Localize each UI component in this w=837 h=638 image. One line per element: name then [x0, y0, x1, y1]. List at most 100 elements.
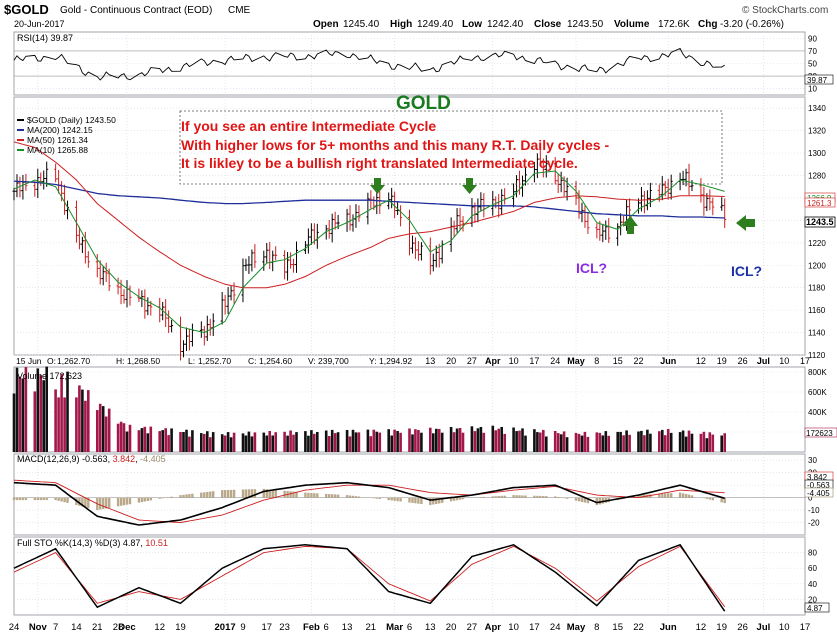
- macd-histogram-bar: [241, 489, 245, 498]
- macd-histogram-bar: [328, 494, 331, 498]
- legend-entry: MA(10) 1265.88: [27, 145, 88, 155]
- price-bar: [544, 155, 548, 178]
- macd-histogram-bar: [702, 497, 706, 499]
- rsi-line: [13, 47, 725, 81]
- volume-bar: [253, 432, 257, 452]
- volume-bar: [408, 428, 411, 452]
- macd-histogram-bar: [449, 497, 453, 502]
- volume-bar: [211, 432, 215, 452]
- macd-histogram-bar: [580, 497, 584, 502]
- macd-histogram-bar: [455, 497, 459, 501]
- price-bar: [101, 266, 105, 286]
- macd-histogram-bar: [351, 495, 355, 498]
- rsi-axis-tick: 70: [808, 47, 817, 56]
- volume-bar: [18, 376, 22, 452]
- sto-axis-tick: 20: [808, 595, 817, 604]
- volume-bar: [247, 431, 251, 452]
- icl-label-2: ICL?: [731, 263, 762, 279]
- macd-histogram-bar: [414, 497, 417, 504]
- macd-histogram-bar: [191, 493, 194, 498]
- price-bar: [98, 260, 102, 285]
- volume-bar: [250, 436, 254, 452]
- volume-bar: [449, 427, 453, 452]
- volume-bar: [545, 436, 548, 452]
- volume-bar: [348, 436, 352, 452]
- price-bar: [711, 197, 715, 216]
- rsi-axis-tick: 10: [808, 85, 817, 94]
- volume-bar: [417, 430, 420, 452]
- x-tick-label: 2017: [215, 622, 236, 633]
- macd-histogram-bar: [720, 497, 723, 503]
- macd-histogram-bar: [336, 494, 340, 498]
- price-bar: [137, 288, 141, 303]
- volume-bar: [678, 432, 682, 452]
- sto-panel-frame: [13, 536, 806, 616]
- volume-bar: [580, 435, 584, 452]
- price-bar: [250, 249, 254, 272]
- price-x-tick-label: 22: [633, 356, 643, 366]
- annotation-line-2: With higher lows for 5+ months and this …: [181, 137, 609, 153]
- macd-histogram-bar: [99, 497, 102, 510]
- price-bar: [708, 189, 712, 211]
- price-bar: [274, 246, 278, 261]
- volume-bar: [640, 430, 643, 452]
- sto-panel: Full STO %K(14,3) %D(3) 4.87, 10.51 80 60…: [13, 538, 830, 613]
- macd-histogram-bar: [500, 495, 503, 498]
- macd-histogram-bar: [209, 491, 212, 498]
- volume-label: Volume: [614, 19, 650, 30]
- close-label: Close: [534, 19, 562, 30]
- macd-tag-3-box: [804, 487, 834, 498]
- volume-bar: [185, 429, 188, 452]
- bar-info-h-label: H:: [116, 356, 125, 366]
- volume-bar: [57, 397, 60, 452]
- price-bar: [303, 241, 307, 254]
- price-axis-tick: 1120: [808, 351, 826, 360]
- volume-bar: [687, 430, 691, 452]
- volume-bar: [491, 425, 495, 452]
- price-bar: [348, 205, 352, 231]
- volume-bar: [274, 432, 277, 452]
- x-tick-label: Dec: [118, 622, 135, 633]
- price-bar: [559, 171, 563, 193]
- macd-histogram-bar: [54, 497, 57, 501]
- x-tick-label: Jul: [757, 622, 771, 633]
- macd-histogram-bar: [595, 497, 598, 506]
- price-axis-tick: 1320: [808, 127, 826, 136]
- macd-histogram-bar: [283, 490, 286, 498]
- macd-histogram-bar: [108, 497, 111, 508]
- price-bar: [428, 237, 432, 275]
- x-tick-label: Mar: [386, 622, 403, 633]
- macd-histogram-bar: [116, 497, 120, 507]
- macd-histogram-bar: [678, 492, 682, 498]
- price-bar: [616, 223, 620, 246]
- volume-bar: [699, 433, 703, 452]
- sto-axis-tick: 80: [808, 549, 817, 558]
- x-tick-label: 23: [279, 622, 290, 633]
- price-bar: [515, 175, 519, 198]
- macd-histogram-bar: [81, 497, 84, 507]
- macd-histogram-bar: [146, 497, 149, 501]
- bar-info-o: 1,262.70: [57, 356, 90, 366]
- macd-histogram-bar: [452, 497, 456, 501]
- macd-axis-tick: 30: [808, 456, 817, 465]
- volume-bar: [681, 430, 685, 452]
- macd-axis-tick: -10: [808, 506, 820, 515]
- volume-bar: [646, 429, 649, 452]
- volume-bar: [316, 432, 319, 452]
- price-bar: [681, 170, 685, 186]
- macd-histogram-bar: [325, 493, 328, 498]
- price-bar: [449, 217, 453, 252]
- macd-histogram-bar: [574, 497, 578, 501]
- volume-bar: [503, 433, 506, 452]
- volume-bar: [565, 437, 569, 452]
- volume-bar: [420, 432, 423, 452]
- macd-histogram-bar: [313, 493, 316, 498]
- price-bar: [461, 216, 465, 232]
- macd-histogram-bar: [36, 497, 39, 501]
- macd-histogram-bar: [482, 496, 485, 498]
- price-bar: [170, 319, 174, 333]
- macd-tag-3: -4.405: [807, 489, 830, 498]
- price-axis-tick: 1220: [808, 239, 826, 248]
- volume-bar: [39, 375, 43, 452]
